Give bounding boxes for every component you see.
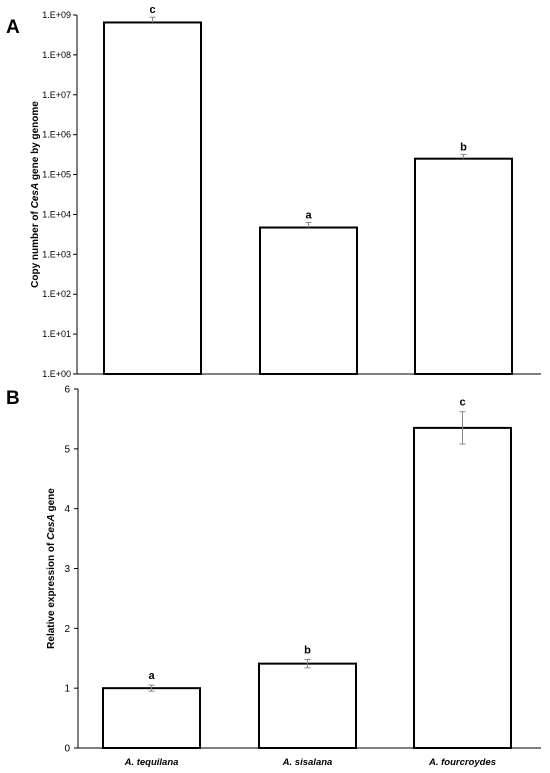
y-tick-label-a: 1.E+02 (42, 289, 71, 299)
y-tick-label-a: 1.E+08 (42, 50, 71, 60)
y-tick-label-b: 3 (64, 564, 70, 575)
significance-label-b: c (459, 397, 465, 409)
y-tick-label-b: 2 (64, 624, 70, 635)
significance-label-b: b (304, 644, 311, 656)
significance-label-b: a (148, 670, 155, 682)
significance-label-a: b (460, 141, 467, 153)
category-label-b: A. fourcroydes (428, 757, 496, 768)
y-tick-label-a: 1.E+09 (42, 10, 71, 20)
category-label-b: A. tequilana (124, 757, 179, 768)
panel-a-chart: 1.E+00 1.E+01 1.E+02 1.E+03 1.E+04 1.E+05 1.E+… (30, 4, 541, 379)
y-tick-label-a: 1.E+05 (42, 170, 71, 180)
y-axis-title-a: Copy number of CesA gene by genome (30, 101, 41, 288)
category-label-b: A. sisalana (282, 757, 333, 768)
y-axis-title-b: Relative expression of CesA gene (46, 488, 57, 649)
panel-b-letter: B (6, 388, 20, 409)
y-tick-label-a: 1.E+04 (42, 209, 71, 219)
y-tick-label-a: 1.E+03 (42, 249, 71, 259)
y-tick-label-b: 1 (64, 684, 70, 695)
y-tick-label-b: 6 (64, 385, 70, 396)
y-tick-label-a: 1.E+07 (42, 90, 71, 100)
y-tick-label-b: 5 (64, 444, 70, 455)
y-tick-label-b: 0 (64, 744, 70, 755)
bar-b (258, 662, 357, 750)
bar-a (103, 21, 202, 376)
significance-label-a: c (149, 4, 155, 16)
panel-a-letter: A (6, 17, 20, 38)
y-tick-label-a: 1.E+01 (42, 329, 71, 339)
y-tick-label-a: 1.E+00 (42, 369, 71, 379)
bar-a (414, 157, 513, 375)
panel-b-chart: 0 1 2 3 4 5 6 Relative expression of CesA gene a… (46, 385, 541, 768)
y-tick-label-a: 1.E+06 (42, 130, 71, 140)
bar-a (259, 226, 358, 375)
y-tick-label-b: 4 (64, 504, 70, 515)
bar-b (102, 687, 201, 750)
significance-label-a: a (305, 209, 312, 221)
bar-b (413, 426, 512, 749)
